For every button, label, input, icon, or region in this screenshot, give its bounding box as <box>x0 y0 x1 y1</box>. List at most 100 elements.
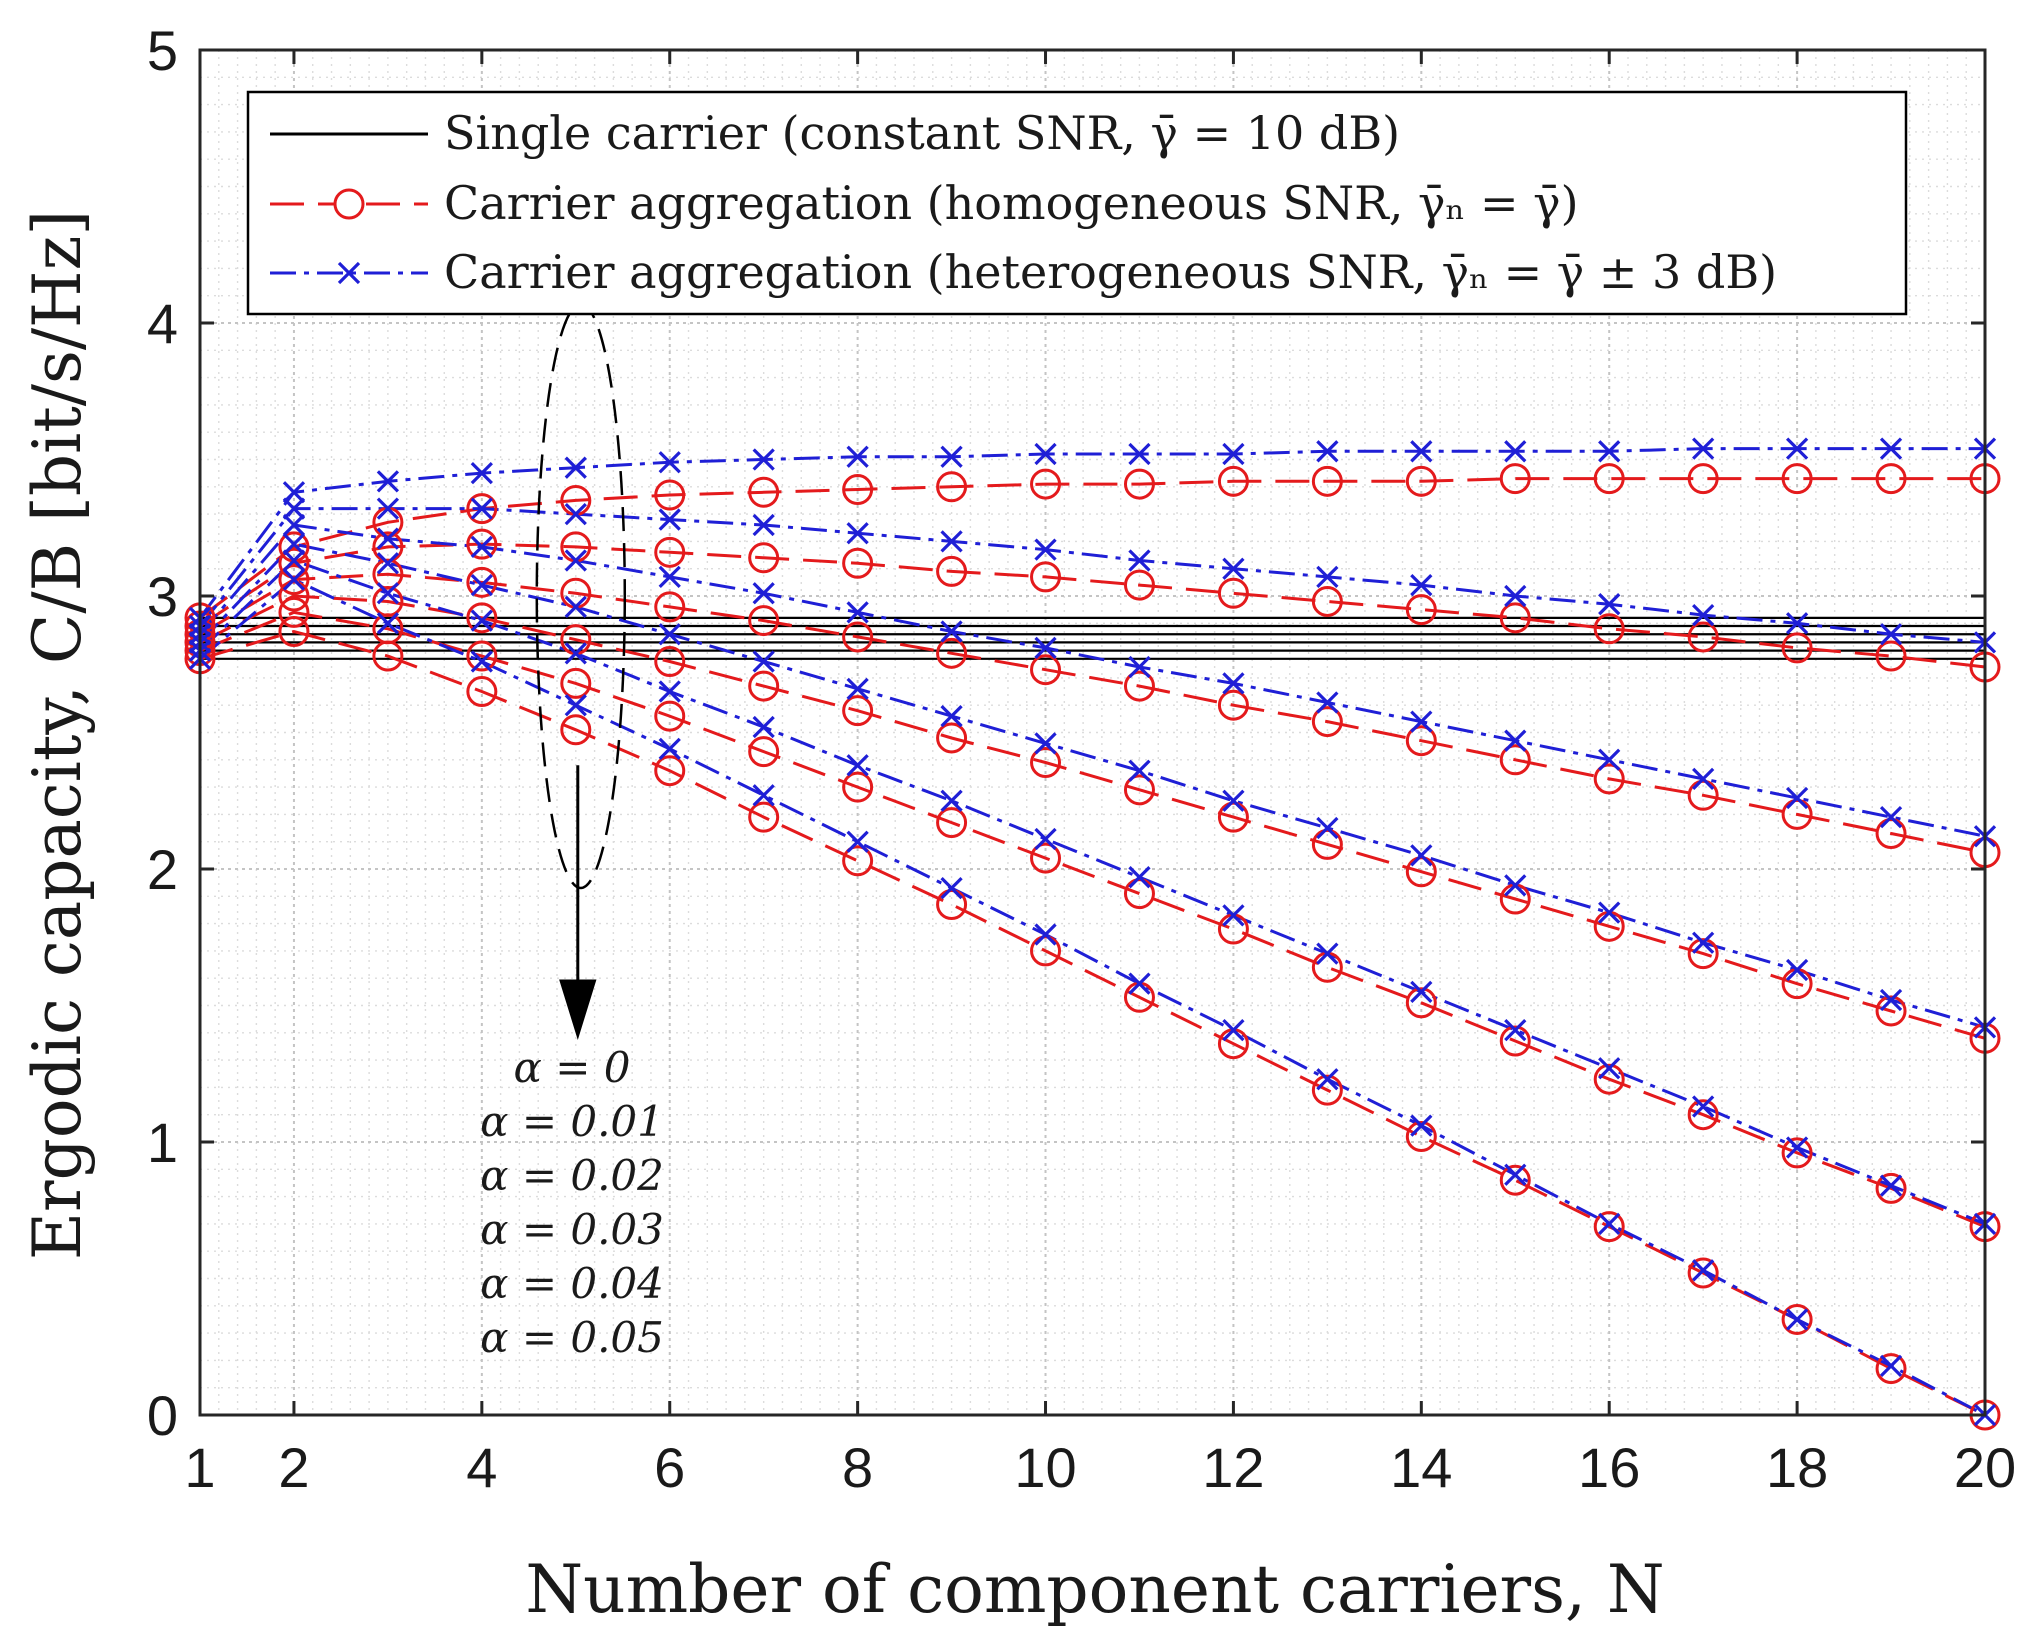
y-tick-label: 1 <box>147 1111 178 1174</box>
homogeneous-point <box>1781 1303 1813 1335</box>
heterogeneous-point <box>1598 1212 1621 1236</box>
heterogeneous-point <box>1598 1057 1621 1080</box>
homogeneous-series-line <box>199 572 1986 855</box>
heterogeneous-point <box>1128 549 1151 572</box>
homogeneous-series-line <box>199 542 1986 669</box>
series-lines <box>198 447 1986 1417</box>
y-tick-label: 4 <box>147 292 178 355</box>
heterogeneous-point <box>940 789 963 812</box>
alpha-label: α = 0.05 <box>480 1313 664 1362</box>
heterogeneous-point <box>1034 923 1057 946</box>
homogeneous-point <box>748 670 780 702</box>
homogeneous-point <box>654 700 686 732</box>
homogeneous-point <box>278 564 310 596</box>
heterogeneous-point <box>1410 980 1433 1003</box>
plot-frame <box>198 48 1987 1417</box>
heterogeneous-point <box>470 573 493 597</box>
heterogeneous-point <box>1785 786 1809 810</box>
heterogeneous-point <box>1879 623 1903 646</box>
heterogeneous-series-line <box>198 507 1986 644</box>
homogeneous-point <box>1311 1074 1343 1106</box>
homogeneous-point <box>1030 561 1062 593</box>
homogeneous-point <box>842 474 874 506</box>
heterogeneous-point <box>564 502 587 526</box>
homogeneous-series-line <box>199 594 1986 1040</box>
homogeneous-point <box>1123 878 1155 910</box>
homogeneous-point <box>1593 1063 1625 1095</box>
y-tick-label: 3 <box>147 565 178 628</box>
heterogeneous-point <box>282 513 306 537</box>
homogeneous-point <box>1687 938 1719 970</box>
x-tick-label: 6 <box>654 1436 685 1499</box>
x-tick-label: 18 <box>1766 1436 1828 1499</box>
homogeneous-point <box>1875 1353 1907 1385</box>
heterogeneous-point <box>1785 437 1809 460</box>
homogeneous-point <box>1687 1257 1719 1289</box>
heterogeneous-point <box>1410 1114 1433 1137</box>
homogeneous-point <box>278 615 310 647</box>
homogeneous-point <box>748 801 780 833</box>
homogeneous-point <box>466 528 498 560</box>
heterogeneous-point <box>658 737 681 761</box>
homogeneous-point <box>748 605 780 637</box>
homogeneous-point <box>466 493 498 525</box>
heterogeneous-point <box>1410 440 1433 463</box>
heterogeneous-point <box>1128 866 1151 889</box>
heterogeneous-point <box>1410 844 1433 867</box>
heterogeneous-point <box>1034 827 1057 851</box>
heterogeneous-point <box>846 445 869 468</box>
homogeneous-point <box>1687 1099 1719 1131</box>
homogeneous-point <box>1499 602 1531 634</box>
heterogeneous-point <box>846 830 869 853</box>
heterogeneous-point <box>282 497 306 520</box>
heterogeneous-point <box>1504 729 1527 752</box>
heterogeneous-point <box>1128 442 1151 466</box>
homogeneous-point <box>936 637 968 669</box>
homogeneous-point <box>560 714 592 746</box>
homogeneous-point <box>1405 465 1437 497</box>
x-tick-label: 1 <box>184 1436 215 1499</box>
homogeneous-point <box>1687 779 1719 811</box>
homogeneous-point <box>1875 1172 1907 1204</box>
heterogeneous-point <box>376 470 400 493</box>
homogeneous-series-line <box>199 610 1986 1228</box>
homogeneous-point <box>654 646 686 678</box>
heterogeneous-point <box>1692 767 1715 791</box>
x-tick-label: 10 <box>1014 1436 1076 1499</box>
homogeneous-point <box>1875 463 1907 495</box>
homogeneous-point <box>1499 1025 1531 1057</box>
y-tick-label: 5 <box>147 19 178 82</box>
legend-entry-label: Carrier aggregation (heterogeneous SNR, … <box>444 245 1777 299</box>
heterogeneous-series-line <box>198 447 1985 619</box>
heterogeneous-point <box>658 565 681 589</box>
homogeneous-point <box>1030 935 1062 967</box>
heterogeneous-point <box>752 650 775 673</box>
heterogeneous-point <box>1128 759 1151 782</box>
heterogeneous-point <box>376 497 400 520</box>
homogeneous-point <box>748 476 780 508</box>
heterogeneous-point <box>1692 1259 1715 1282</box>
heterogeneous-point <box>470 462 493 485</box>
heterogeneous-point <box>1504 874 1527 897</box>
heterogeneous-point <box>1504 1163 1527 1186</box>
heterogeneous-point <box>1879 1174 1903 1197</box>
homogeneous-point <box>1311 465 1343 497</box>
heterogeneous-point <box>470 650 493 673</box>
homogeneous-point <box>1405 987 1437 1019</box>
heterogeneous-series-line <box>198 558 1986 1226</box>
heterogeneous-point <box>1316 440 1339 463</box>
heterogeneous-point <box>376 612 400 635</box>
heterogeneous-point <box>940 445 963 468</box>
homogeneous-point <box>560 667 592 699</box>
homogeneous-point <box>654 536 686 568</box>
heterogeneous-point <box>1222 442 1245 466</box>
heterogeneous-point <box>1879 988 1903 1012</box>
homogeneous-point <box>1781 632 1813 664</box>
homogeneous-point <box>748 736 780 768</box>
heterogeneous-point <box>470 535 493 558</box>
homogeneous-point <box>1781 463 1813 495</box>
alpha-label: α = 0.01 <box>480 1097 664 1146</box>
heterogeneous-point <box>564 642 587 665</box>
homogeneous-point <box>1499 463 1531 495</box>
y-axis-label: Ergodic capacity, C/B [bit/s/Hz] <box>19 210 96 1260</box>
